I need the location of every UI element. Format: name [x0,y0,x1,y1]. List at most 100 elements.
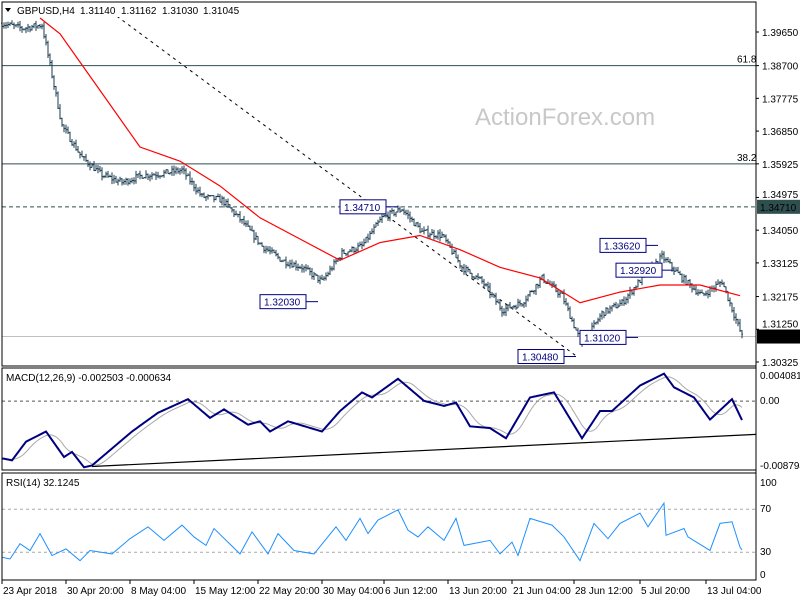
price-bar [697,289,699,296]
price-bar [305,264,307,272]
price-bar [533,290,535,295]
price-bar [21,26,23,33]
price-bar [393,209,395,217]
price-bar [193,180,195,192]
price-bar [531,289,533,293]
price-bar [143,177,145,179]
time-tick-label: 22 May 20:00 [259,586,320,597]
rsi-70-label: 70 [760,504,772,515]
price-bar [507,304,509,312]
price-bar [593,320,595,329]
price-bar [399,206,401,213]
price-bar [259,242,261,245]
price-bar [47,40,49,59]
time-tick-label: 8 May 04:00 [131,586,186,597]
price-bar [11,20,13,25]
pivot-label-text: 1.32030 [264,298,301,309]
price-bar [489,282,491,299]
price-bar [515,304,517,310]
price-bar [123,179,125,185]
watermark: ActionForex.com [475,104,655,131]
price-bar [433,229,435,240]
chart-header[interactable]: GBPUSD,H4 1.31140 1.31162 1.31030 1.3104… [3,3,243,17]
price-bar [113,174,115,184]
price-bar [543,273,545,284]
price-bar [61,117,63,127]
price-bar [633,287,635,296]
price-bar [155,171,157,180]
dropdown-triangle-icon[interactable] [5,8,11,12]
price-bar [101,167,103,181]
price-bar [111,172,113,185]
price-bar [437,230,439,240]
time-tick-label: 5 Jul 20:00 [641,586,690,597]
open-value: 1.31140 [80,6,116,17]
price-bar [91,162,93,168]
price-bar [665,257,667,263]
price-bar [289,259,291,269]
price-tick-label: 1.39650 [762,28,799,39]
price-bar [455,249,457,259]
pivot-label-text: 1.33620 [604,241,641,252]
pivot-labels: 1.34710 1.33620 1.32920 1.32030 1.31020 1.304… [259,199,674,365]
pivot-label-box [259,294,307,310]
price-panel: ActionForex.com 61.8 38.2 1.34710 1.31045 1… [1,1,800,369]
fib-level-label: 38.2 [737,153,757,164]
price-bar [481,276,483,284]
price-bar [429,232,431,240]
rsi-30-label: 30 [760,547,772,558]
price-bar [409,211,411,223]
price-bar [293,261,295,268]
price-bar [535,283,537,295]
price-bar [253,229,255,243]
price-bar [121,178,123,186]
price-bar [81,150,83,158]
price-bar [719,280,721,288]
price-bar [75,139,77,151]
rsi-line [1,501,743,562]
price-bar [565,298,567,306]
price-bar [443,234,445,238]
price-bar [487,281,489,291]
price-bar [9,22,11,27]
price-bar [173,165,175,176]
price-bar [615,301,617,309]
price-bar [185,168,187,180]
price-bar [367,233,369,243]
price-bar [215,195,217,201]
price-bar [365,236,367,244]
price-bar [407,209,409,220]
price-bar [485,283,487,287]
price-bar [213,195,215,203]
resistance-price-label: 1.34710 [760,203,797,214]
price-bar [127,178,129,186]
price-bar [301,264,303,273]
price-bar [475,275,477,280]
price-bar [145,170,147,179]
price-bar [99,165,101,173]
price-bar [363,238,365,247]
price-bar [553,281,555,287]
price-bar [245,220,247,228]
rsi-title: RSI(14) 32.1245 [6,478,80,489]
price-bar [187,173,189,177]
time-tick-label: 30 May 04:00 [323,586,384,597]
price-bar [477,273,479,281]
price-bar [191,177,193,186]
price-bar [379,216,381,223]
price-bar [273,249,275,254]
price-bar [95,164,97,172]
price-bar [321,274,323,281]
price-bar [229,204,231,209]
price-tick-label: 1.37775 [762,94,799,105]
price-bar [357,242,359,253]
price-bar [41,23,43,30]
price-bar [67,126,69,134]
price-bar [317,274,319,284]
current-price-box [757,329,800,344]
price-bar [247,220,249,227]
price-bar [19,20,21,32]
price-bar [89,161,91,171]
pivot-label: 1.34710 [339,199,398,215]
price-bar [165,169,167,175]
